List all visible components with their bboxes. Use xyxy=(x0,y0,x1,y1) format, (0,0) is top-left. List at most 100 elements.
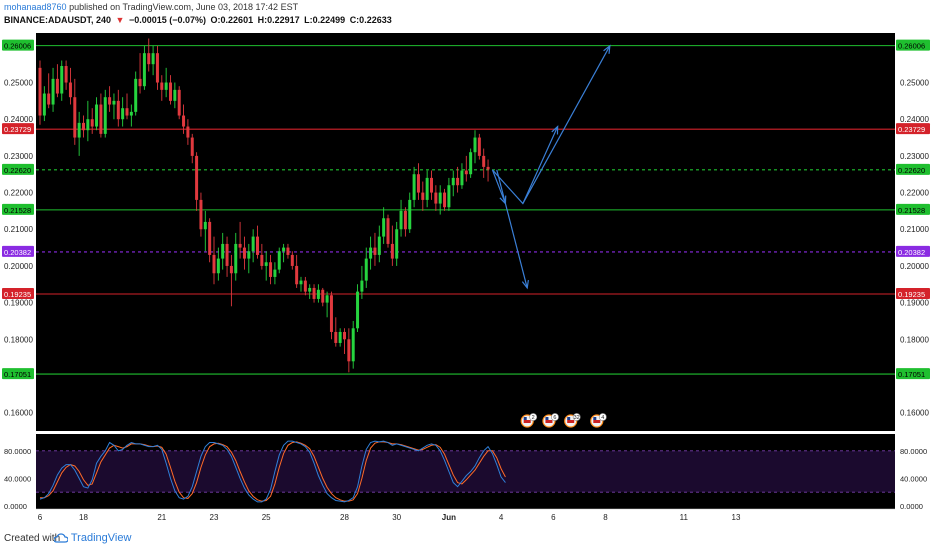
bear-candle[interactable] xyxy=(182,115,186,127)
bear-candle[interactable] xyxy=(138,78,142,87)
bear-candle[interactable] xyxy=(347,339,351,362)
bull-candle[interactable] xyxy=(308,287,312,292)
author-link[interactable]: mohanaad8760 xyxy=(4,2,67,12)
bear-candle[interactable] xyxy=(68,82,72,98)
bear-candle[interactable] xyxy=(116,100,120,120)
bull-candle[interactable] xyxy=(364,258,368,281)
bear-candle[interactable] xyxy=(343,331,346,340)
bull-candle[interactable] xyxy=(395,229,399,259)
bear-candle[interactable] xyxy=(212,254,216,274)
bear-candle[interactable] xyxy=(430,177,433,193)
tradingview-logo[interactable]: TradingView xyxy=(53,532,131,544)
bull-candle[interactable] xyxy=(60,66,64,94)
bull-candle[interactable] xyxy=(351,328,355,362)
bull-candle[interactable] xyxy=(273,269,277,277)
bull-candle[interactable] xyxy=(425,177,429,200)
bear-candle[interactable] xyxy=(260,254,264,266)
bull-candle[interactable] xyxy=(164,82,168,90)
bull-candle[interactable] xyxy=(382,218,386,237)
bear-candle[interactable] xyxy=(90,119,94,127)
bear-candle[interactable] xyxy=(286,247,290,255)
bear-candle[interactable] xyxy=(186,126,190,138)
bear-candle[interactable] xyxy=(390,243,394,259)
bear-candle[interactable] xyxy=(169,82,172,101)
bull-candle[interactable] xyxy=(338,331,342,343)
bear-candle[interactable] xyxy=(256,236,259,255)
bear-candle[interactable] xyxy=(99,104,103,134)
bull-candle[interactable] xyxy=(221,243,225,259)
bull-candle[interactable] xyxy=(360,280,364,292)
bull-candle[interactable] xyxy=(282,247,286,252)
bear-candle[interactable] xyxy=(160,82,164,90)
bear-candle[interactable] xyxy=(125,108,129,116)
bear-candle[interactable] xyxy=(373,247,377,255)
bull-candle[interactable] xyxy=(325,295,329,303)
arrow-line[interactable] xyxy=(491,169,507,204)
bull-candle[interactable] xyxy=(251,236,255,252)
bear-candle[interactable] xyxy=(486,166,490,170)
bear-candle[interactable] xyxy=(421,192,425,200)
bear-candle[interactable] xyxy=(403,210,407,230)
bear-candle[interactable] xyxy=(82,122,85,131)
bull-candle[interactable] xyxy=(173,89,177,101)
bear-candle[interactable] xyxy=(238,243,242,248)
bear-candle[interactable] xyxy=(229,265,233,274)
bull-candle[interactable] xyxy=(77,122,81,138)
arrow-line[interactable] xyxy=(496,169,528,289)
bear-candle[interactable] xyxy=(312,287,316,299)
bear-candle[interactable] xyxy=(199,199,203,230)
chart-area[interactable]: 0.160000.160000.170000.170000.180000.180… xyxy=(0,31,932,527)
projection-arrows[interactable] xyxy=(491,44,611,290)
bull-candle[interactable] xyxy=(103,97,107,134)
bull-candle[interactable] xyxy=(316,289,320,299)
bull-candle[interactable] xyxy=(473,137,477,153)
bull-candle[interactable] xyxy=(369,247,373,259)
bull-candle[interactable] xyxy=(95,104,99,127)
bear-candle[interactable] xyxy=(64,66,68,83)
stoch-d-line[interactable] xyxy=(40,441,506,502)
bull-candle[interactable] xyxy=(203,221,207,230)
bull-candle[interactable] xyxy=(460,170,464,186)
bull-candle[interactable] xyxy=(438,192,442,204)
bull-candle[interactable] xyxy=(299,280,303,285)
stoch-k-line[interactable] xyxy=(39,440,506,503)
bull-candle[interactable] xyxy=(51,78,55,105)
bear-candle[interactable] xyxy=(303,280,307,292)
bull-candle[interactable] xyxy=(216,258,220,274)
bull-candle[interactable] xyxy=(142,53,146,87)
arrow-line[interactable] xyxy=(522,45,611,204)
bear-candle[interactable] xyxy=(269,262,273,277)
bull-candle[interactable] xyxy=(277,251,281,270)
bear-candle[interactable] xyxy=(147,53,151,65)
bear-candle[interactable] xyxy=(456,177,460,186)
bull-candle[interactable] xyxy=(134,78,138,112)
bull-candle[interactable] xyxy=(408,199,412,230)
bear-candle[interactable] xyxy=(434,192,438,204)
bull-candle[interactable] xyxy=(412,174,416,200)
price-pane[interactable] xyxy=(36,33,895,431)
bear-candle[interactable] xyxy=(195,155,199,200)
bull-candle[interactable] xyxy=(86,119,90,131)
bear-candle[interactable] xyxy=(38,67,42,116)
bear-candle[interactable] xyxy=(321,289,325,303)
bull-candle[interactable] xyxy=(151,53,155,65)
bear-candle[interactable] xyxy=(190,137,194,156)
bear-candle[interactable] xyxy=(416,174,420,193)
bull-candle[interactable] xyxy=(234,243,238,274)
bull-candle[interactable] xyxy=(451,177,455,186)
bull-candle[interactable] xyxy=(247,251,251,259)
bull-candle[interactable] xyxy=(356,291,360,329)
bull-candle[interactable] xyxy=(469,152,473,175)
bear-candle[interactable] xyxy=(47,93,51,105)
bear-candle[interactable] xyxy=(464,170,468,175)
bear-candle[interactable] xyxy=(242,247,246,259)
bear-candle[interactable] xyxy=(108,97,112,105)
bear-candle[interactable] xyxy=(295,265,299,285)
bull-candle[interactable] xyxy=(377,236,381,255)
bear-candle[interactable] xyxy=(225,243,229,266)
bear-candle[interactable] xyxy=(386,218,390,244)
bear-candle[interactable] xyxy=(73,97,77,138)
bull-candle[interactable] xyxy=(399,210,403,230)
bull-candle[interactable] xyxy=(447,185,451,208)
bear-candle[interactable] xyxy=(482,155,486,167)
